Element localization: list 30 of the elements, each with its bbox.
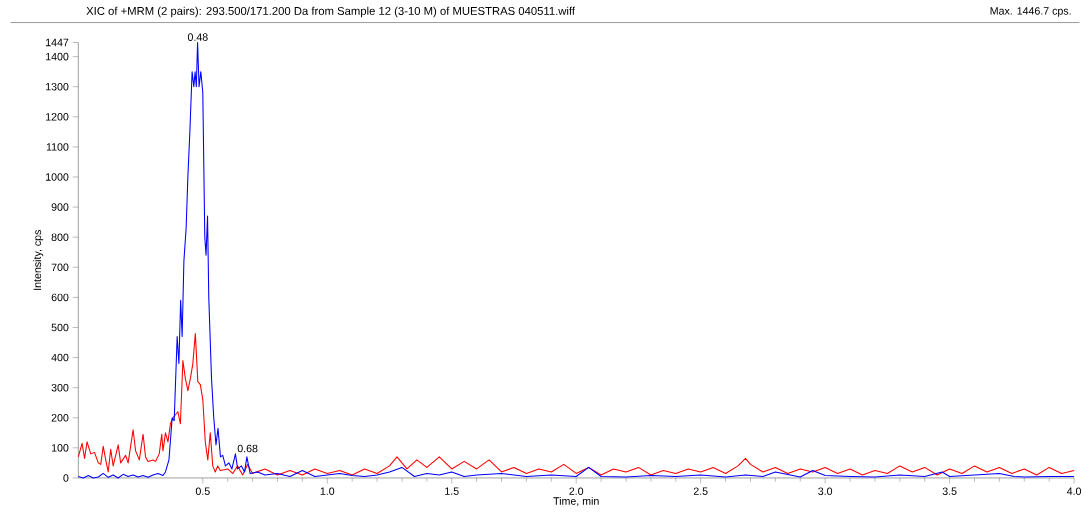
y-tick-label: 1100 bbox=[46, 143, 69, 151]
y-tick-label: 200 bbox=[51, 414, 69, 422]
y-tick-label: 900 bbox=[51, 203, 69, 211]
text: Max. 1446.7 cps. bbox=[990, 7, 1071, 17]
y-tick-label: 800 bbox=[51, 233, 69, 242]
y-tick-label: 700 bbox=[51, 263, 69, 272]
y-tick-label: 500 bbox=[51, 323, 69, 332]
y-tick-label: 1447 bbox=[46, 38, 69, 47]
y-tick-label: 100 bbox=[51, 444, 69, 452]
y-tick-label: 0 bbox=[63, 474, 69, 482]
chart-title: XIC of +MRM (2 pairs): 293.500/171.200 Da from Sample 12 (3-10 M) of MUESTRAS 040511.wiff bbox=[86, 6, 575, 18]
x-tick-label: 0.5 bbox=[195, 487, 210, 496]
y-tick-label: 300 bbox=[51, 384, 69, 392]
y-tick-label: 1400 bbox=[46, 52, 69, 61]
y-tick-label: 1200 bbox=[46, 113, 69, 121]
x-tick-label: 3.0 bbox=[818, 487, 833, 496]
y-tick-label: 1000 bbox=[46, 173, 69, 181]
annotation: 0.68 bbox=[237, 444, 258, 453]
y-axis-title: Intensity, cps bbox=[33, 230, 44, 290]
y-tick-label: 1300 bbox=[46, 83, 69, 91]
annotation: 0.48 bbox=[187, 33, 208, 41]
x-tick-label: 1.5 bbox=[445, 487, 459, 495]
x-tick-label: 2.5 bbox=[693, 487, 708, 496]
x-axis-title: Time, min bbox=[553, 497, 599, 507]
y-tick-label: 600 bbox=[51, 293, 69, 302]
x-tick-label: 1.0 bbox=[320, 487, 335, 496]
x-tick-label: 4.0 bbox=[1066, 487, 1082, 496]
x-tick-label: 2.0 bbox=[569, 487, 584, 496]
x-tick-label: 3.5 bbox=[942, 487, 957, 496]
y-tick-label: 400 bbox=[51, 353, 69, 362]
